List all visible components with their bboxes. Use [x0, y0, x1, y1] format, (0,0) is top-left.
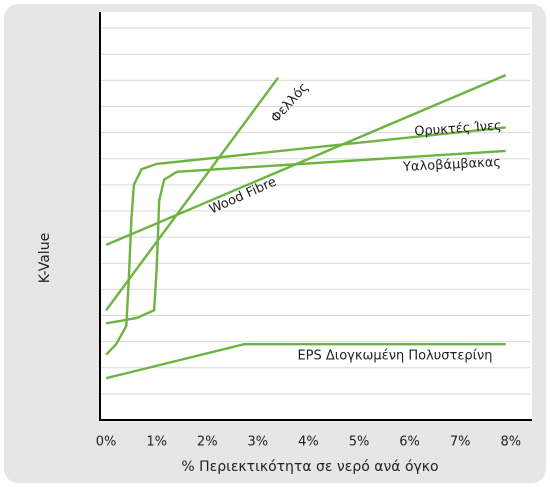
- x-tick-label: 6%: [399, 435, 420, 450]
- series-line: [105, 76, 280, 312]
- x-tick-label: 3%: [248, 435, 269, 450]
- x-tick-label: 8%: [500, 435, 521, 450]
- x-tick-label: 7%: [450, 435, 471, 450]
- series-line: [105, 126, 506, 356]
- x-tick-label: 4%: [298, 435, 319, 450]
- x-tick-label: 0%: [96, 435, 117, 450]
- y-axis-label: K-Value: [37, 233, 53, 283]
- series-label: EPS Διογκωμένη Πολυστερίνη: [297, 349, 492, 364]
- series-line: [105, 149, 506, 325]
- x-tick-label: 5%: [349, 435, 370, 450]
- series-label: Υαλοβάμβακας: [402, 155, 502, 175]
- series-line: [105, 343, 506, 380]
- series-label: Ορυκτές Ίνες: [414, 118, 502, 139]
- x-tick-label: 2%: [197, 435, 218, 450]
- x-tick-label: 1%: [146, 435, 167, 450]
- series-line: [105, 73, 507, 247]
- x-axis-label: % Περιεκτικότητα σε νερό ανά όγκο: [181, 459, 438, 475]
